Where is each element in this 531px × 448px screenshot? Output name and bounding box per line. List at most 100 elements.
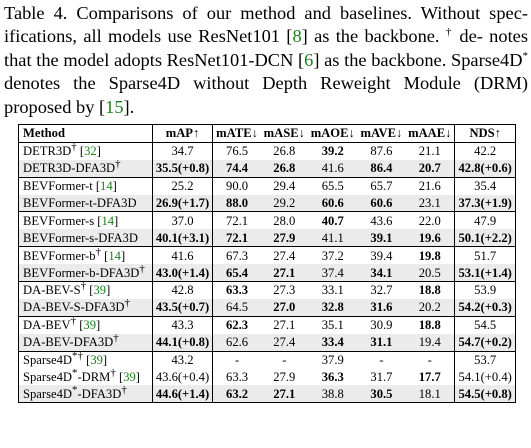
method-name: Sparse4D [23,353,72,368]
cell-mate: 72.1 [213,212,261,229]
cell-value: 37.9 [321,353,344,368]
citation-link[interactable]: 15 [105,96,124,117]
table-group: DA-BEV† [39] 43.3 62.3 27.1 35.1 30.9 18.8 54.5… [18,316,516,352]
method-cell: DA-BEV-DFA3D† [18,332,153,352]
table-group: DETR3D† [32] 34.7 76.5 26.8 39.2 87.6 21.1 42.2… [18,142,516,178]
method-name: BEVFormer-t [23,179,93,194]
cell-value: 27.9 [273,230,296,245]
method-cell: DA-BEV-S-DFA3D† [18,298,153,317]
method-cell: BEVFormer-s-DFA3D [18,229,153,247]
cell-value: 36.3 [321,369,344,384]
cell-mave: 87.6 [358,142,405,159]
citation-link[interactable]: 14 [100,179,113,194]
cell-value: 65.7 [370,179,393,194]
method-cell: DA-BEV† [39] [18,316,153,334]
cell-map: 42.8 [152,281,214,299]
cell-value: 21.1 [418,144,441,159]
citation-link[interactable]: 32 [84,144,97,159]
cell-value: 30.9 [370,318,393,333]
cell-maoe: 37.4 [307,264,358,282]
cell-value: 63.3 [226,369,249,384]
caption-text: ]. [123,96,135,117]
cell-mase: 26.8 [260,159,308,178]
method-name: DA-BEV-DFA3D [23,335,114,350]
cell-nds: 51.7 [454,246,516,265]
cell-maoe: 35.1 [308,316,358,333]
header-mase: mASE↓ [260,124,308,143]
cell-value: 23.1 [418,196,441,210]
cell-maae: 20.2 [405,298,456,317]
cell-value: 43.3 [171,318,194,333]
cell-value: 50.1(+2.2) [458,230,512,245]
citation-link[interactable]: 14 [108,248,121,263]
table-row: Sparse4D*† [39] 43.2 - - 37.9 - - 53.7 [18,349,516,369]
cell-nds: 35.4 [454,177,516,195]
caption-text: Sparse4D [450,49,523,70]
cell-value: 43.6 [370,213,393,228]
cell-nds: 37.3(+1.9) [454,194,516,212]
header-maae: mAAE↓ [405,124,456,143]
cell-value: 19.6 [418,230,441,245]
cell-maae: 21.6 [405,177,456,195]
cell-value: 42.8(+0.6) [458,161,512,176]
cell-value: 67.3 [226,248,249,263]
method-name: DETR3D-DFA3D [23,161,116,176]
cell-value: 60.6 [370,196,393,210]
cell-value: 18.8 [418,318,441,333]
cell-mate: 65.4 [212,264,261,282]
cell-value: 35.1 [321,318,344,333]
method-name: DA-BEV-S [23,283,81,298]
cell-value: 53.1(+1.4) [458,265,512,280]
method-superscript: *† [71,349,83,362]
cell-value: 37.3(+1.9) [458,196,512,210]
citation-link[interactable]: 8 [292,26,302,47]
cell-map: 43.3 [152,316,214,334]
citation-link[interactable]: 39 [90,353,103,368]
cell-value: 26.8 [273,144,296,159]
citation-link[interactable]: 39 [123,369,136,384]
cell-mave: - [358,351,405,368]
cell-maoe: 60.6 [307,194,358,212]
cell-nds: 53.1(+1.4) [454,264,516,282]
cell-value: 53.9 [474,283,497,298]
cell-maoe: 37.9 [308,351,358,368]
cell-value: 88.0 [226,196,249,210]
cell-maae: 19.8 [405,246,456,265]
cell-map: 43.5(+0.7) [152,298,214,317]
cell-mate: 63.3 [213,368,261,385]
cell-value: 37.0 [171,213,194,228]
method-cell: Sparse4D*-DRM† [39] [18,367,153,386]
citation-link[interactable]: 39 [93,283,107,298]
cell-value: 41.6 [321,161,344,176]
method-name: DETR3D [23,144,72,159]
cell-value: 38.8 [321,386,344,401]
method-cell: Sparse4D*† [39] [18,349,153,369]
method-superscript: † [95,245,102,258]
table-row: DETR3D† [32] 34.7 76.5 26.8 39.2 87.6 21.1 42.2 [18,142,516,160]
method-cell: BEVFormer-t-DFA3D [18,194,153,212]
cell-mate: 74.4 [212,159,261,178]
cell-maae: 17.7 [405,368,456,386]
method-cell: BEVFormer-b-DFA3D† [18,263,153,282]
cell-nds: 53.7 [454,351,516,369]
cell-value: 17.7 [418,369,441,384]
citation-link[interactable]: 14 [101,213,115,228]
citation-link[interactable]: 6 [304,49,314,70]
cell-value: 43.0(+1.4) [155,265,210,280]
cell-value: 86.4 [370,161,393,176]
header-nds: NDS↑ [454,124,516,143]
cell-mave: 31.7 [358,368,405,385]
cell-value: 39.1 [370,230,393,245]
table-group: DA-BEV-S† [39] 42.8 63.3 27.3 33.1 32.7 18.8 53… [18,281,516,317]
cell-nds: 54.7(+0.2) [454,333,516,352]
cell-value: 35.4 [474,179,497,194]
cell-mave: 34.1 [357,264,406,282]
cell-map: 37.0 [152,211,214,230]
cell-value: 32.7 [370,283,393,298]
cell-value: 27.9 [273,369,296,384]
table-row: DA-BEV-S† [39] 42.8 63.3 27.3 33.1 32.7 18.8 53… [18,281,516,299]
cell-map: 26.9(+1.7) [152,194,214,212]
citation-link[interactable]: 39 [83,318,97,333]
caption-text: ] as the backbone. [313,49,447,70]
